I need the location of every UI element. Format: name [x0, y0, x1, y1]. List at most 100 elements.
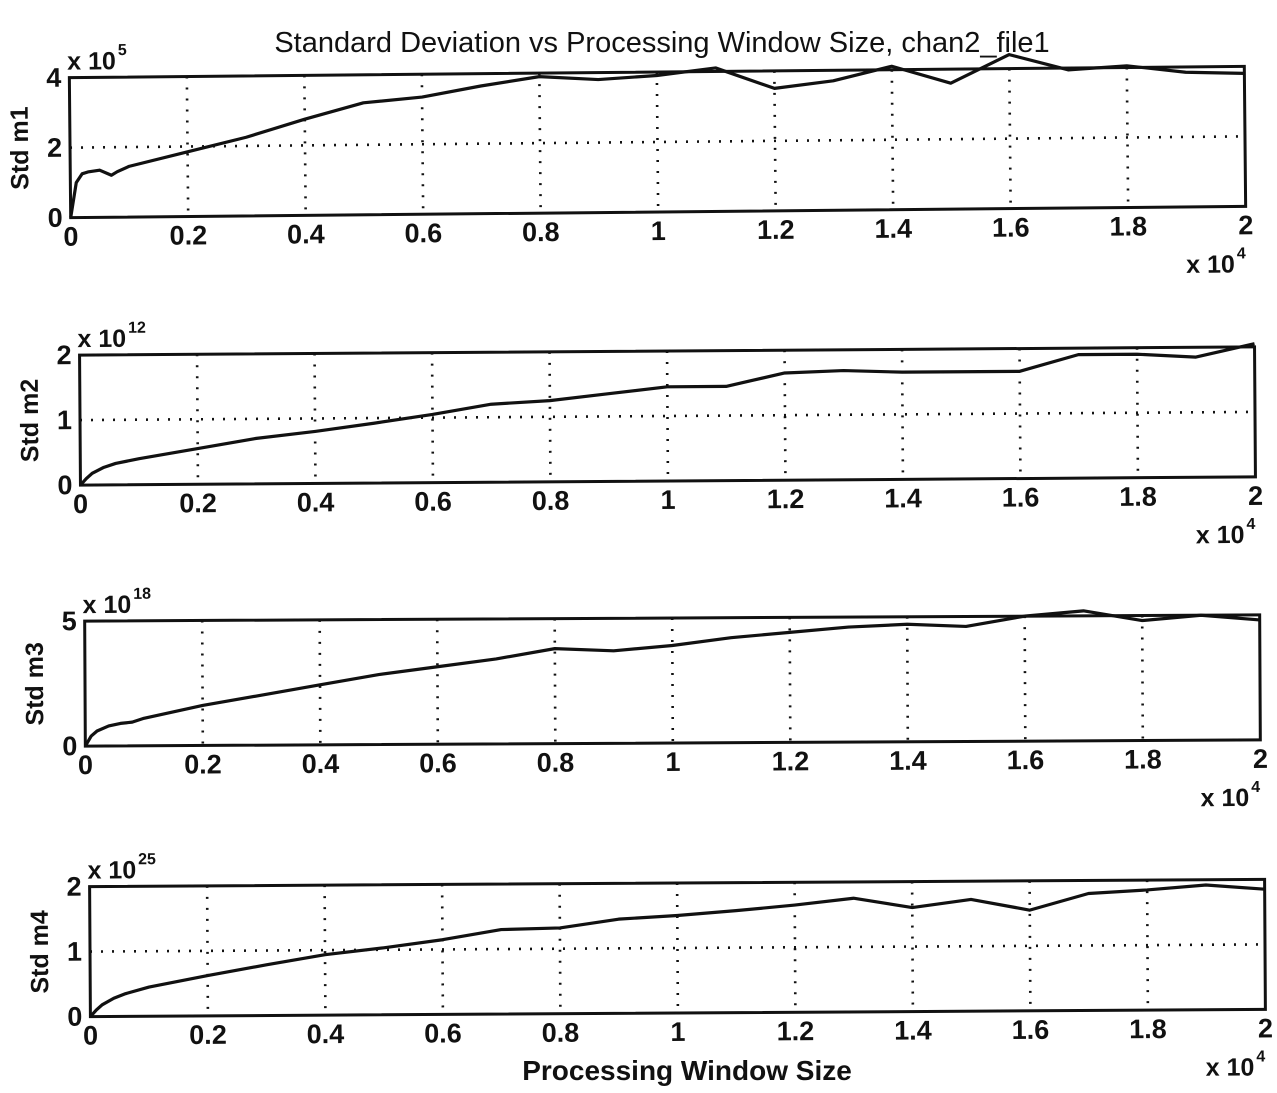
- subplot-4-x-multiplier-base: x 10: [1206, 1053, 1255, 1081]
- subplot-3-y-tick-label: 0: [62, 731, 77, 761]
- subplots: 0 0.2 0.4 0.6 0.8 1 1.2 1.4 1.6 1.8 2 0 2 4 Std m1 x 10…: [6, 42, 1273, 1082]
- subplot-4-vgrid-8: [1028, 880, 1032, 1011]
- subplot-2-vgrid-2: [313, 353, 317, 484]
- subplot-1-y-axis-label: Std m1: [6, 106, 35, 190]
- subplot-4-series-line-1: [89, 883, 1265, 1018]
- subplot-2-x-multiplier: x 10 4: [1196, 516, 1256, 549]
- subplot-3-x-multiplier: x 10 4: [1201, 779, 1261, 812]
- subplot-1-y-multiplier: x 10 5: [67, 42, 127, 76]
- subplot-1-vgrid-6: [773, 70, 777, 211]
- subplot-1-x-tick-label: 2: [1238, 210, 1253, 240]
- subplot-3-vgrid-7: [905, 616, 910, 742]
- subplot-3-vgrid-9: [1140, 615, 1145, 741]
- subplot-4: 0 0.2 0.4 0.6 0.8 1 1.2 1.4 1.6 1.8 2 0 1 2 Std m4 x 10…: [26, 851, 1273, 1082]
- subplot-4-y-tick-label: 0: [67, 1002, 82, 1032]
- subplot-2-y-multiplier: x 10 12: [77, 320, 146, 353]
- subplot-2-x-tick-label: 1.2: [767, 484, 805, 514]
- subplot-2-x-tick-label: 0.2: [179, 488, 217, 518]
- subplot-3-frame: [83, 613, 1262, 748]
- subplot-3-x-tick-label: 0.4: [302, 749, 340, 779]
- subplot-2-frame: [78, 345, 1257, 487]
- subplot-4-y-multiplier: x 10 25: [87, 851, 156, 884]
- subplot-2-y-axis-label: Std m2: [16, 379, 45, 463]
- subplot-4-x-tick-label: 1.8: [1129, 1014, 1167, 1044]
- subplot-3-x-tick-label: 1.8: [1124, 744, 1162, 774]
- subplot-2-vgrid-8: [1018, 348, 1022, 479]
- subplot-2-x-multiplier-exponent: 4: [1246, 516, 1255, 533]
- subplot-1-x-tick-label: 1: [651, 216, 666, 246]
- subplot-1-x-multiplier-exponent: 4: [1237, 245, 1246, 262]
- subplot-3-series-line-1: [83, 609, 1260, 747]
- subplot-1-hgrid-1: [70, 135, 1245, 149]
- subplot-2-x-tick-label: 0.6: [414, 487, 452, 517]
- subplot-4-x-tick-label: 0.4: [307, 1019, 345, 1049]
- subplot-4-vgrid-2: [323, 885, 327, 1016]
- subplot-4-y-multiplier-exponent: 25: [138, 851, 156, 868]
- subplot-2-x-tick-label: 1.6: [1002, 482, 1040, 512]
- subplot-1-y-multiplier-base: x 10: [67, 47, 116, 75]
- subplot-3-x-multiplier-exponent: 4: [1251, 779, 1260, 796]
- subplot-1-vgrid-7: [890, 69, 895, 210]
- subplot-1-vgrid-5: [655, 71, 660, 213]
- subplot-2-x-tick-label: 2: [1248, 481, 1263, 511]
- subplot-3-y-tick-label: 5: [62, 606, 77, 636]
- subplot-4-x-tick-label: 2: [1258, 1013, 1273, 1043]
- subplot-4-y-multiplier-base: x 10: [87, 856, 136, 884]
- subplot-3-x-tick-label: 0.6: [419, 748, 457, 778]
- subplot-1-frame: [67, 64, 1248, 220]
- subplot-4-x-tick-label: 0.2: [189, 1020, 227, 1050]
- subplot-1-vgrid-9: [1125, 67, 1130, 208]
- subplot-4-x-tick-label: 1: [670, 1017, 685, 1047]
- subplot-1: 0 0.2 0.4 0.6 0.8 1 1.2 1.4 1.6 1.8 2 0 2 4 Std m1 x 10…: [6, 42, 1254, 279]
- subplot-3-y-multiplier-exponent: 18: [133, 586, 151, 603]
- subplot-3-x-tick-label: 1.6: [1007, 745, 1045, 775]
- subplot-3-y-multiplier: x 10 18: [82, 586, 151, 619]
- subplot-4-vgrid-5: [675, 882, 680, 1014]
- subplot-4-x-multiplier-exponent: 4: [1256, 1048, 1265, 1065]
- subplot-3-y-multiplier-base: x 10: [83, 591, 132, 619]
- x-axis-label: Processing Window Size: [522, 1055, 852, 1086]
- subplot-3-x-tick-label: 1.4: [889, 746, 927, 776]
- subplot-3-x-tick-label: 1.2: [772, 746, 810, 776]
- subplot-1-x-tick-label: 1.4: [874, 214, 912, 244]
- subplot-3-x-tick-label: 0.8: [537, 748, 575, 778]
- subplot-4-vgrid-1: [205, 885, 210, 1016]
- subplot-3-vgrid-2: [318, 619, 322, 745]
- subplot-2-series-line-1: [79, 342, 1255, 487]
- subplot-2-y-tick-label: 1: [57, 405, 72, 435]
- subplot-4-x-tick-label: 1.2: [777, 1016, 815, 1046]
- subplot-4-y-axis-label: Std m4: [26, 910, 55, 994]
- subplot-4-x-multiplier: x 10 4: [1206, 1048, 1266, 1081]
- subplot-3-vgrid-1: [200, 620, 205, 746]
- subplot-2-vgrid-4: [548, 351, 552, 482]
- subplot-1-x-tick-label: 1.6: [992, 212, 1030, 242]
- subplot-2-vgrid-7: [900, 349, 905, 480]
- subplot-1-x-tick-label: 0.4: [287, 219, 325, 249]
- subplot-1-x-tick-label: 0.6: [404, 218, 442, 248]
- subplot-2-x-tick-label: 0.8: [532, 486, 570, 516]
- subplot-1-x-multiplier-base: x 10: [1186, 250, 1235, 278]
- subplot-2-x-tick-label: 1.8: [1119, 482, 1157, 512]
- subplot-4-hgrid-1: [90, 943, 1265, 953]
- subplot-1-x-tick-label: 0.8: [522, 217, 560, 247]
- subplot-2-x-tick-label: 1.4: [884, 483, 922, 513]
- subplot-3-y-axis-label: Std m3: [21, 642, 49, 726]
- subplot-2-y-multiplier-base: x 10: [77, 325, 126, 353]
- subplot-3-x-tick-label: 0.2: [184, 749, 222, 779]
- subplot-2-x-multiplier-base: x 10: [1196, 521, 1245, 549]
- subplot-1-vgrid-1: [185, 76, 190, 217]
- subplot-4-vgrid-7: [910, 881, 915, 1012]
- subplot-2-x-tick-label: 0: [73, 489, 88, 519]
- subplot-3-x-tick-label: 0: [78, 750, 93, 780]
- subplot-2-hgrid-1: [80, 410, 1255, 422]
- subplot-4-x-tick-label: 1.6: [1012, 1015, 1050, 1045]
- subplot-1-y-tick-label: 0: [48, 203, 63, 233]
- subplot-4-y-tick-label: 2: [66, 872, 81, 902]
- subplot-1-x-tick-label: 0: [63, 222, 78, 252]
- subplot-4-x-tick-label: 0.6: [424, 1018, 462, 1048]
- subplot-1-x-tick-label: 1.8: [1109, 211, 1147, 241]
- subplot-1-x-tick-label: 0.2: [169, 220, 207, 250]
- subplot-1-y-tick-label: 4: [46, 63, 61, 93]
- subplot-3-vgrid-3: [435, 619, 440, 745]
